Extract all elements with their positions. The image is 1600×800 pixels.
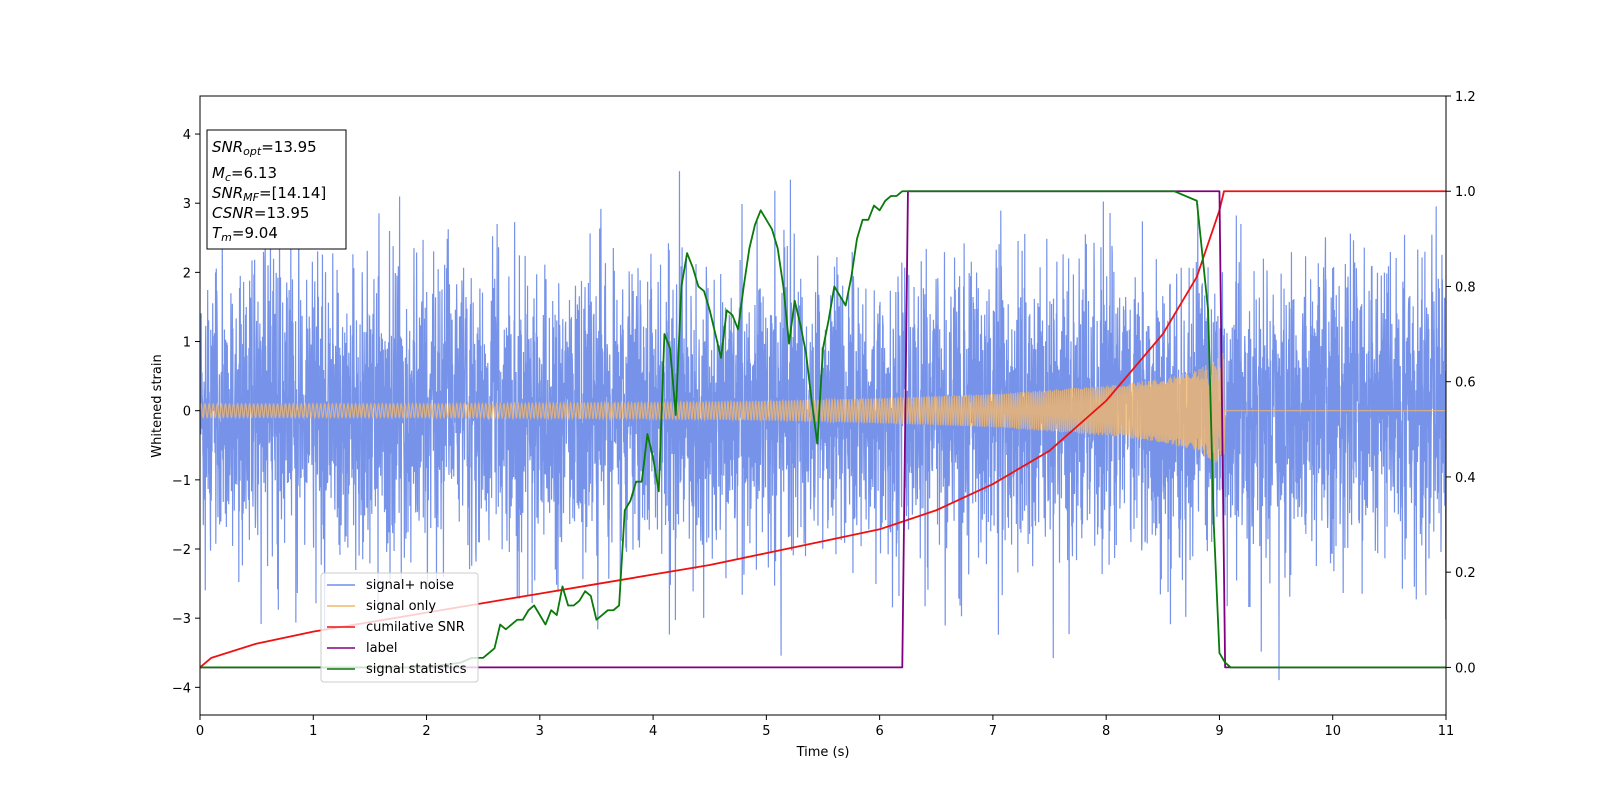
- info-box: SNRopt=13.95 Mc=6.13 SNRMF=[14.14] CSNR=…: [206, 129, 347, 250]
- x-axis-label: Time (s): [796, 745, 850, 760]
- x-tick-label: 5: [762, 724, 770, 739]
- y2-tick-label: 1.0: [1455, 185, 1476, 200]
- x-tick-label: 10: [1324, 724, 1341, 739]
- legend-label-signal-only: signal only: [366, 599, 436, 614]
- x-tick-label: 11: [1438, 724, 1455, 739]
- legend: signal+ noise signal only cumilative SNR…: [320, 572, 479, 683]
- y-tick-label: 1: [183, 336, 191, 351]
- info-box-frame: [206, 129, 347, 250]
- info-line-snr-opt: SNRopt=13.95: [212, 138, 317, 158]
- legend-label-signal-statistics: signal statistics: [366, 662, 467, 677]
- y2-tick-label: 0.6: [1455, 376, 1476, 391]
- y-tick-label: −2: [172, 543, 191, 558]
- plot-frame: [199, 95, 1447, 716]
- series-signal-noise-line: [200, 171, 1446, 681]
- axis-layer: 0 1 2 3 4 5 6 7 8 9 10 11 −4 −3 −2 −1 0 1 2 3 4 0.0 0.2 0.4 0.6 0…: [172, 90, 1476, 739]
- x-tick-label: 4: [649, 724, 657, 739]
- y2-tick-label: 0.2: [1455, 566, 1476, 581]
- legend-label-label: label: [366, 641, 397, 656]
- x-tick-label: 8: [1102, 724, 1110, 739]
- y-axis-label: Whitened strain: [150, 354, 165, 457]
- y-tick-label: 0: [183, 405, 191, 420]
- info-line-snr-mf: SNRMF=[14.14]: [212, 184, 326, 204]
- x-tick-label: 3: [536, 724, 544, 739]
- legend-label-cumulative-snr: cumilative SNR: [366, 620, 465, 635]
- y-tick-label: −3: [172, 612, 191, 627]
- legend-label-signal-noise: signal+ noise: [366, 578, 454, 593]
- y2-tick-label: 0.8: [1455, 280, 1476, 295]
- info-line-csnr: CSNR=13.95: [212, 204, 309, 222]
- y2-tick-label: 0.4: [1455, 471, 1476, 486]
- x-tick-label: 9: [1215, 724, 1223, 739]
- series-signal-statistics-line: [200, 190, 1446, 669]
- y2-tick-label: 0.0: [1455, 661, 1476, 676]
- x-tick-label: 2: [422, 724, 430, 739]
- y-tick-label: 3: [183, 197, 191, 212]
- y-tick-label: −1: [172, 474, 191, 489]
- x-tick-label: 7: [989, 724, 997, 739]
- info-line-mc: Mc=6.13: [212, 164, 277, 184]
- series-signal-only-line: [200, 353, 1446, 463]
- y-tick-label: −4: [172, 681, 191, 696]
- y-tick-label: 4: [183, 128, 191, 143]
- legend-frame: [320, 572, 479, 683]
- info-line-tm: Tm=9.04: [212, 224, 278, 244]
- y-tick-label: 2: [183, 266, 191, 281]
- x-tick-label: 0: [196, 724, 204, 739]
- x-tick-label: 1: [309, 724, 317, 739]
- x-tick-label: 6: [875, 724, 883, 739]
- y2-tick-label: 1.2: [1455, 90, 1476, 105]
